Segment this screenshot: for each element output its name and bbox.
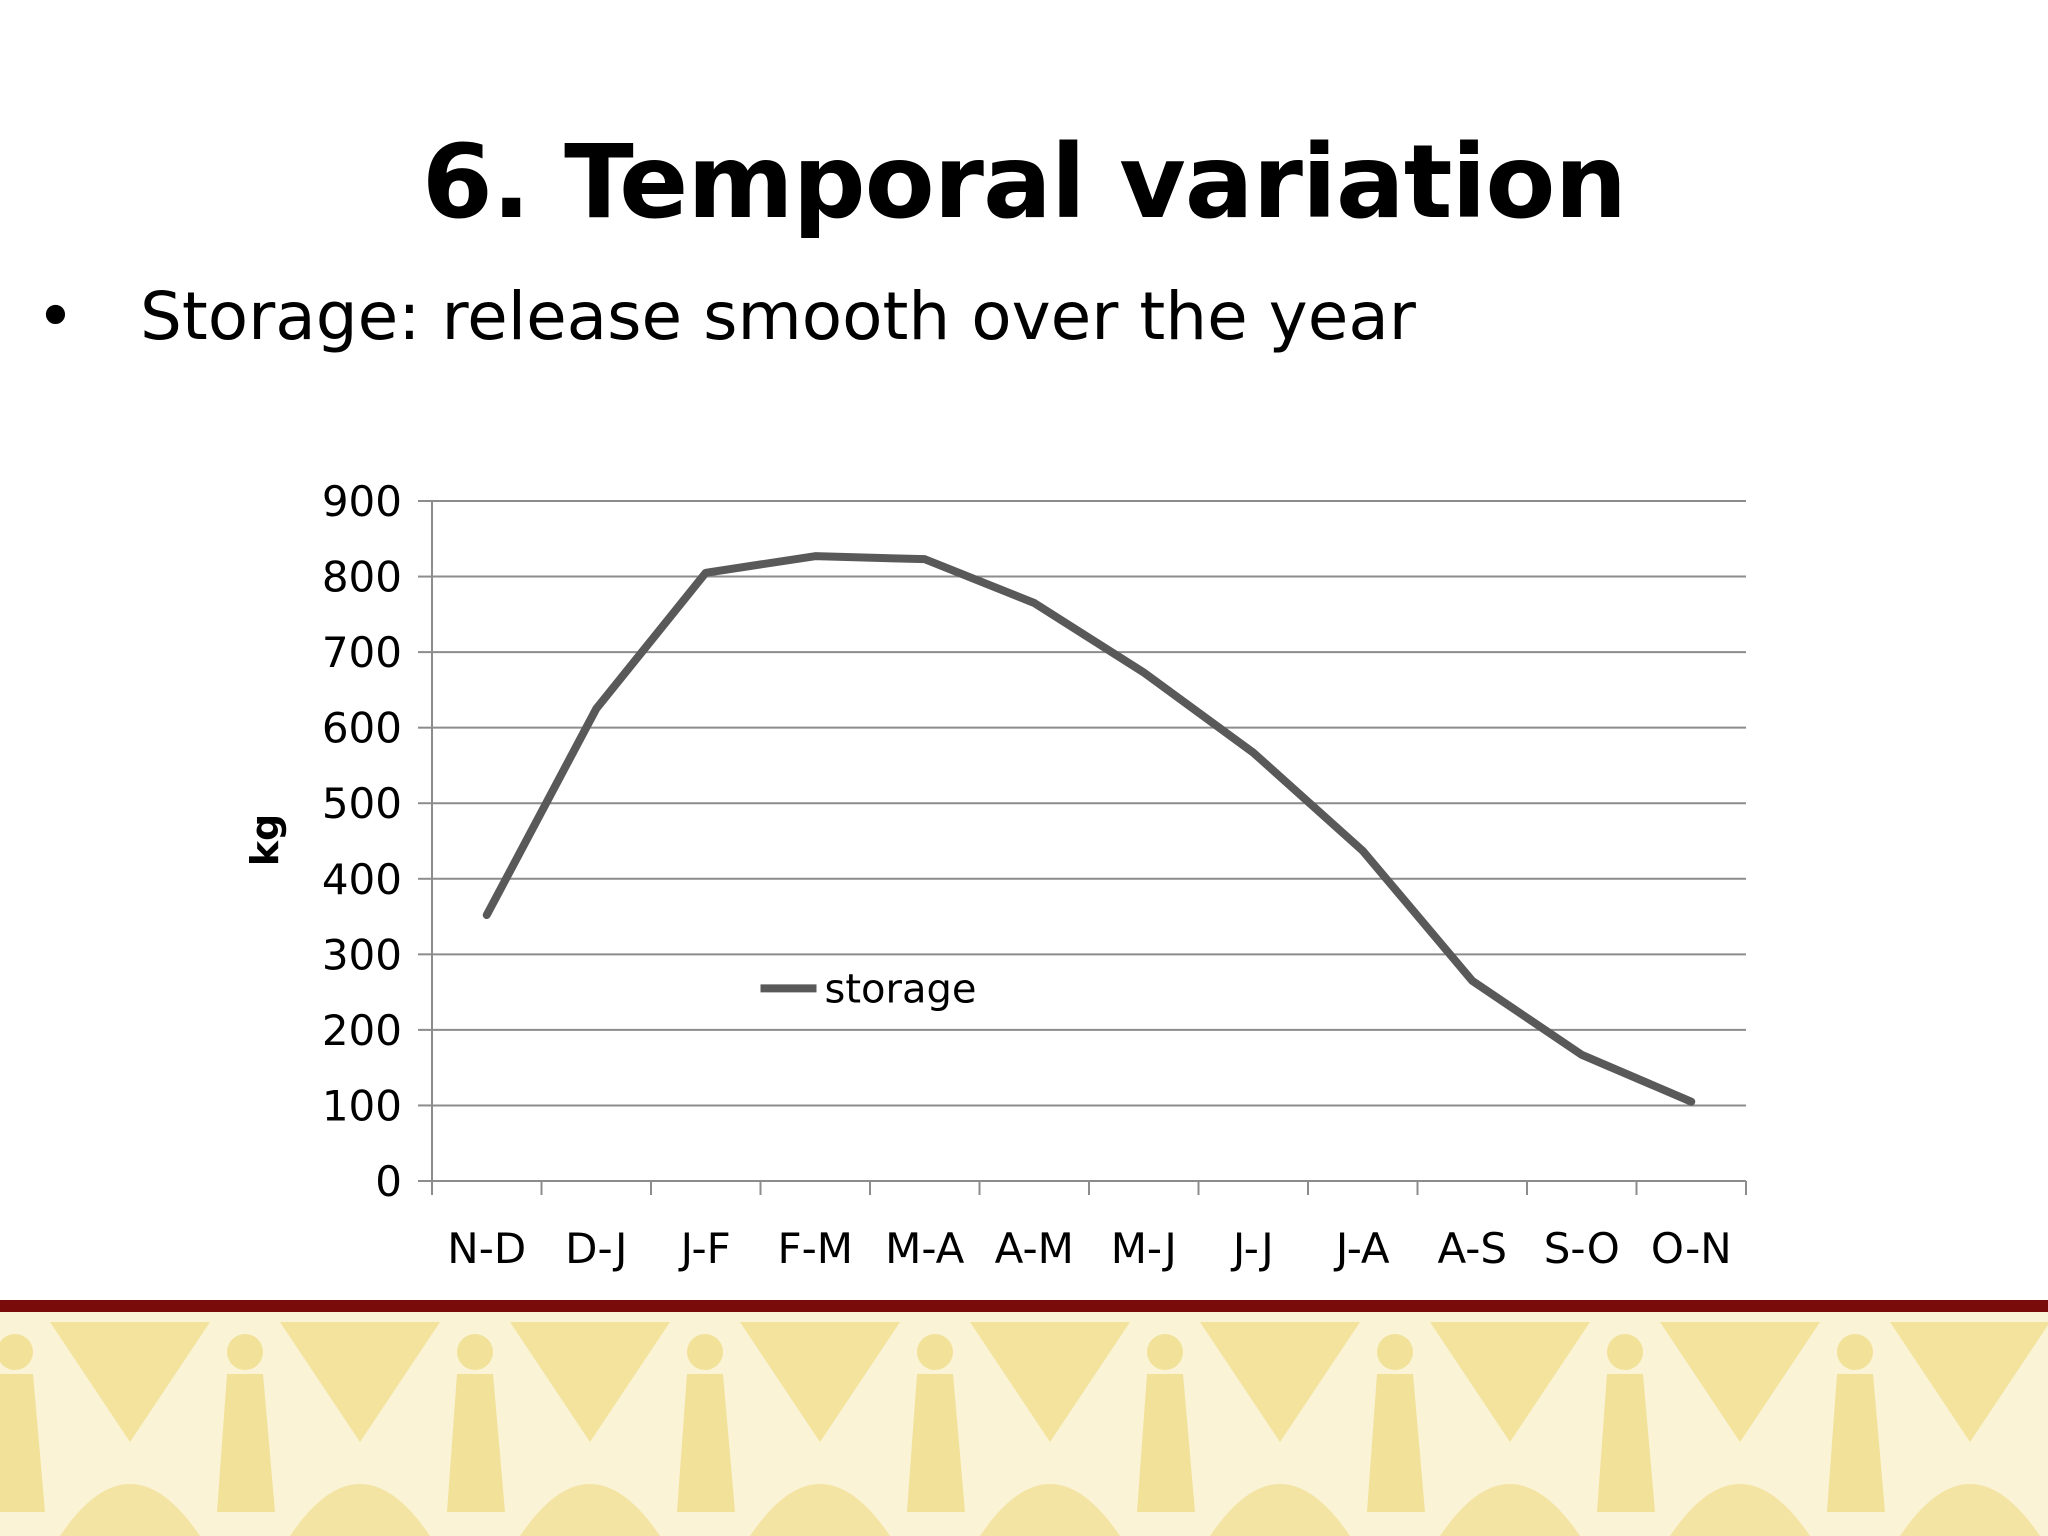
y-tick-label: 900: [322, 477, 402, 526]
footer-divider: [0, 1300, 2048, 1312]
legend: storage: [760, 966, 977, 1012]
motif-triangle: [1890, 1322, 2048, 1442]
bullet-text: Storage: release smooth over the year: [140, 277, 1416, 355]
motif-figure-head: [1377, 1334, 1413, 1370]
motif-figure-body: [1827, 1374, 1885, 1512]
gridlines: [432, 500, 1746, 1107]
x-tick-label: F-M: [777, 1224, 853, 1273]
motif-figure-head: [457, 1334, 493, 1370]
data-point: [1578, 1051, 1585, 1058]
motif-mound: [60, 1484, 200, 1536]
motif-figure-head: [0, 1334, 33, 1370]
series-line-storage: [482, 552, 1696, 1106]
motif-figure-head: [227, 1334, 263, 1370]
footer-decoration: [0, 1312, 2048, 1536]
x-tick-label: N-D: [447, 1224, 526, 1273]
data-point: [1140, 669, 1147, 676]
motif-figure-body: [217, 1374, 275, 1512]
motif-triangle: [740, 1322, 900, 1442]
y-tick-label: 100: [322, 1081, 402, 1130]
y-tick-label: 600: [322, 704, 402, 753]
x-tick-label: A-M: [995, 1224, 1074, 1273]
motif-triangle: [1430, 1322, 1590, 1442]
data-point: [1031, 600, 1038, 606]
motif-mound: [1900, 1484, 2040, 1536]
bullet-dot-icon: •: [36, 277, 75, 355]
motif-triangle: [970, 1322, 1130, 1442]
motif-mound: [290, 1484, 430, 1536]
data-point: [702, 569, 709, 576]
figures-and-triangles-pattern-icon: [0, 1322, 2048, 1536]
motif-figure-body: [0, 1374, 45, 1512]
slide-title: 6. Temporal variation: [421, 123, 1627, 242]
x-tick-label: J-A: [1333, 1224, 1390, 1273]
motif-triangle: [510, 1322, 670, 1442]
motif-figure-head: [1607, 1334, 1643, 1370]
motif-figure-head: [1837, 1334, 1873, 1370]
motif-mound: [520, 1484, 660, 1536]
x-tick-labels: N-D D-J J-F F-M M-A A-M M-J J-J J-A A-S S-O O-N: [447, 1224, 1731, 1273]
legend-label: storage: [825, 966, 977, 1012]
motif-figure-body: [1367, 1374, 1425, 1512]
data-point: [483, 912, 490, 919]
motif-triangle: [50, 1322, 210, 1442]
x-tick-label: M-A: [885, 1224, 964, 1273]
x-tick-label: J-J: [1230, 1224, 1274, 1273]
y-tick-label: 200: [322, 1006, 402, 1055]
motif-mound: [1440, 1484, 1580, 1536]
y-tick-label: 0: [375, 1157, 402, 1206]
y-tick-labels: 0 100 200 300 400 500 600 700 800 900: [322, 477, 402, 1206]
data-point: [593, 705, 600, 712]
x-tick-label: A-S: [1437, 1224, 1507, 1273]
motif-figure-head: [917, 1334, 953, 1370]
motif-figure-head: [687, 1334, 723, 1370]
data-point: [1469, 977, 1476, 984]
motif-figure-body: [1597, 1374, 1655, 1512]
y-tick-label: 500: [322, 779, 402, 828]
motif-figure-body: [907, 1374, 965, 1512]
x-tick-label: M-J: [1111, 1224, 1177, 1273]
bullet-point: • Storage: release smooth over the year: [36, 276, 1416, 356]
line-chart: 0 100 200 300 400 500 600 700 800 900 N-D D-J J-F F-…: [243, 477, 1747, 1273]
motif-triangle: [280, 1322, 440, 1442]
series-lines: [482, 552, 1696, 1106]
motif-triangle: [1200, 1322, 1360, 1442]
motif-figure-body: [447, 1374, 505, 1512]
axes: [418, 500, 1747, 1195]
y-tick-label: 300: [322, 930, 402, 979]
y-axis-title: kg: [243, 814, 287, 866]
y-tick-label: 700: [322, 628, 402, 677]
motif-triangle: [1660, 1322, 1820, 1442]
motif-mound: [1210, 1484, 1350, 1536]
y-tick-label: 400: [322, 855, 402, 904]
y-tick-label: 800: [322, 553, 402, 602]
data-point: [921, 556, 928, 563]
x-tick-label: O-N: [1651, 1224, 1732, 1273]
x-tick-label: J-F: [678, 1224, 731, 1273]
motif-mound: [750, 1484, 890, 1536]
motif-mound: [1670, 1484, 1810, 1536]
x-tick-label: S-O: [1544, 1224, 1620, 1273]
motif-mound: [980, 1484, 1120, 1536]
x-tick-label: D-J: [565, 1224, 627, 1273]
data-point: [1359, 847, 1366, 854]
data-point: [1250, 749, 1257, 756]
motif-figure-body: [1137, 1374, 1195, 1512]
motif-figure-head: [1147, 1334, 1183, 1370]
data-point: [812, 553, 819, 560]
data-point: [1688, 1098, 1695, 1105]
motif-figure-body: [677, 1374, 735, 1512]
